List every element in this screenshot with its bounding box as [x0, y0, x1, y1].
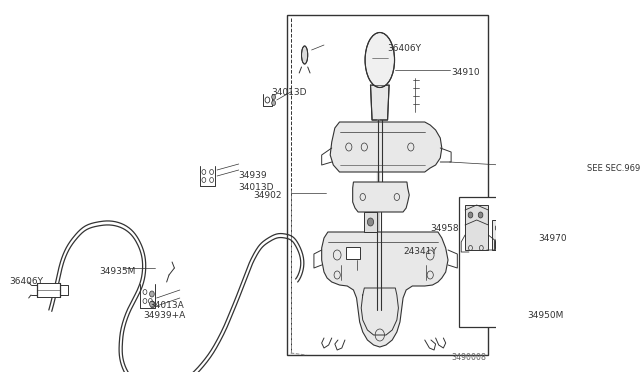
Text: 34950M: 34950M: [527, 311, 563, 321]
Circle shape: [495, 225, 500, 231]
Polygon shape: [371, 85, 389, 120]
Bar: [346, 247, 360, 259]
Ellipse shape: [495, 236, 504, 254]
Text: 34013D: 34013D: [239, 183, 274, 192]
Circle shape: [468, 212, 473, 218]
Text: 34970: 34970: [539, 234, 567, 243]
Bar: [287, 15, 488, 355]
Text: 34910: 34910: [451, 67, 480, 77]
Bar: [37, 283, 60, 297]
Circle shape: [150, 301, 154, 307]
Polygon shape: [330, 122, 442, 172]
Circle shape: [150, 291, 154, 297]
Circle shape: [271, 100, 276, 106]
Bar: [459, 197, 552, 327]
Text: 3490008: 3490008: [452, 353, 487, 362]
Circle shape: [271, 94, 276, 99]
Ellipse shape: [365, 32, 394, 87]
Text: 34013D: 34013D: [271, 87, 307, 96]
Text: SEE SEC.969: SEE SEC.969: [587, 164, 640, 173]
Text: 24341Y: 24341Y: [403, 247, 437, 257]
Polygon shape: [322, 232, 448, 347]
Text: 34939: 34939: [239, 170, 268, 180]
Text: 34935M: 34935M: [99, 267, 136, 276]
Bar: [492, 220, 508, 250]
Text: 34939+A: 34939+A: [143, 311, 186, 321]
Text: 34013A: 34013A: [149, 301, 184, 310]
Text: 34902: 34902: [253, 190, 282, 199]
Bar: [465, 205, 488, 250]
Circle shape: [478, 212, 483, 218]
Ellipse shape: [301, 46, 308, 64]
Text: 36406Y: 36406Y: [388, 44, 422, 52]
Bar: [364, 212, 377, 232]
Text: 36406Y: 36406Y: [10, 278, 44, 286]
Circle shape: [367, 218, 374, 226]
Polygon shape: [353, 182, 409, 212]
Text: 34958: 34958: [430, 224, 459, 232]
